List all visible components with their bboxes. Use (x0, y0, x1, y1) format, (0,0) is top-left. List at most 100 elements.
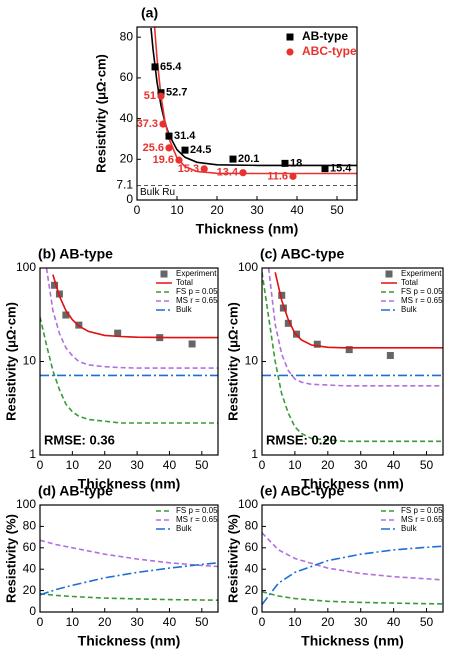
x-tick-label: 20 (98, 615, 112, 629)
point (386, 351, 394, 359)
data-label: 25.6 (143, 142, 164, 154)
legend-label: FS p = 0.05 (176, 506, 218, 515)
y-tick-label: 10 (23, 354, 37, 368)
plot-area (137, 27, 357, 187)
y-axis-label: Resistivity (%) (3, 514, 18, 603)
y-tick-label: 60 (245, 540, 259, 554)
x-tick-label: 10 (288, 458, 302, 472)
point (229, 155, 237, 163)
x-axis-label: Thickness (nm) (196, 221, 299, 237)
legend-label: Bulk (401, 524, 418, 533)
plot-area (262, 268, 443, 443)
y-axis-label: Resistivity (μΩ·cm) (93, 54, 108, 173)
point (281, 159, 289, 167)
series-line (262, 545, 443, 605)
data-label: 31.4 (174, 130, 196, 142)
x-tick-label: 30 (354, 615, 368, 629)
legend-label: Total (176, 278, 193, 287)
x-tick-label: 30 (130, 458, 144, 472)
point (278, 291, 286, 299)
plot-frame (261, 267, 444, 456)
annotation: RMSE: 0.20 (266, 432, 337, 447)
series-line (262, 532, 443, 581)
x-tick-label: 50 (195, 458, 209, 472)
data-label: 11.6 (267, 170, 288, 182)
y-axis-label: Resistivity (%) (225, 514, 240, 603)
point (239, 169, 247, 177)
y-tick-label: 60 (23, 540, 37, 554)
data-label: 13.4 (217, 167, 239, 179)
x-tick-label: 50 (420, 615, 434, 629)
fit-curve (150, 27, 357, 167)
y-tick-label: 100 (238, 497, 258, 511)
x-tick-label: 40 (163, 458, 177, 472)
y-tick-label: 60 (120, 70, 134, 84)
x-tick-label: 0 (37, 458, 44, 472)
point (284, 319, 292, 327)
point (175, 156, 183, 164)
plot-area (40, 268, 218, 424)
point (188, 340, 196, 348)
y-tick-label: 40 (120, 111, 134, 125)
data-label: 20.1 (238, 153, 259, 165)
legend-label: FS p = 0.05 (176, 287, 218, 296)
point (62, 311, 70, 319)
series-line (40, 593, 218, 601)
series-line (40, 316, 218, 424)
y-tick-label: 7.1 (116, 178, 133, 192)
panel: (e) ABC-type Thickness (nm) Resistivity (%… (225, 483, 444, 649)
point (165, 132, 173, 140)
point (279, 304, 287, 312)
x-axis-label: Thickness (nm) (78, 476, 181, 492)
legend-label: MS r = 0.65 (401, 515, 443, 524)
y-tick-label: 20 (245, 583, 259, 597)
panel-title: (b) AB-type (38, 246, 113, 262)
point (51, 281, 59, 289)
legend-label: Experiment (401, 269, 442, 278)
legend-label: MS r = 0.65 (401, 296, 443, 305)
legend-label: Experiment (176, 269, 217, 278)
y-axis-label: Resistivity (μΩ·cm) (3, 302, 18, 421)
panel: (a) Thickness (nm) Resistivity (μΩ·cm) 0 10 2… (93, 5, 358, 237)
x-axis-label: Thickness (nm) (301, 476, 404, 492)
x-tick-label: 10 (66, 615, 80, 629)
legend-label: Total (401, 278, 418, 287)
point (114, 329, 122, 337)
y-tick-label: 1 (29, 447, 36, 461)
y-tick-label: 40 (23, 561, 37, 575)
legend-marker (160, 270, 168, 278)
x-tick-label: 50 (195, 615, 209, 629)
series-line (45, 268, 218, 369)
series-line (262, 272, 443, 443)
x-tick-label: 50 (420, 458, 434, 472)
x-tick-label: 0 (37, 615, 44, 629)
reference-label: Bulk Ru (140, 187, 175, 198)
data-label: 15.3 (178, 163, 199, 175)
data-label: 15.4 (330, 163, 352, 175)
x-tick-label: 10 (66, 458, 80, 472)
x-axis-label: Thickness (nm) (78, 633, 181, 649)
y-tick-label: 0 (126, 192, 133, 206)
x-tick-label: 20 (210, 203, 224, 217)
legend-label: MS r = 0.65 (176, 515, 218, 524)
legend-label: AB-type (302, 29, 348, 43)
x-tick-label: 40 (387, 615, 401, 629)
panel: (d) AB-type Thickness (nm) Resistivity (%)… (3, 483, 219, 649)
y-tick-label: 20 (23, 583, 37, 597)
y-axis-label: Resistivity (μΩ·cm) (225, 302, 240, 421)
panel-title: (c) ABC-type (260, 246, 344, 262)
legend-marker (286, 48, 294, 56)
legend-label: FS p = 0.05 (401, 287, 443, 296)
y-tick-label: 40 (245, 561, 259, 575)
plot-frame (39, 504, 219, 613)
panel-title: (e) ABC-type (260, 483, 344, 499)
y-tick-label: 10 (245, 354, 259, 368)
data-label: 19.6 (153, 154, 174, 166)
series-line (40, 539, 218, 568)
point (165, 144, 173, 152)
x-tick-label: 0 (134, 203, 141, 217)
y-tick-label: 100 (16, 260, 36, 274)
x-axis-label: Thickness (nm) (301, 633, 404, 649)
